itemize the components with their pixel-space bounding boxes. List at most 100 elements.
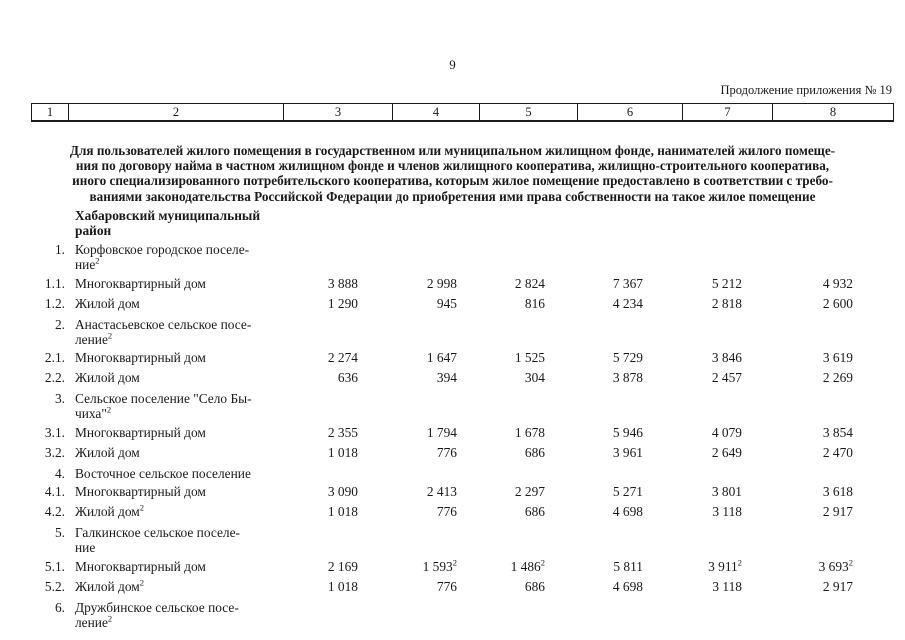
row-number: 5.: [54, 525, 65, 540]
value-cell: 2 457: [711, 370, 742, 385]
value-cell: [682, 239, 772, 274]
value-cell: [283, 596, 392, 631]
value-cell: [392, 462, 479, 482]
value-cell: 3 618: [822, 484, 853, 499]
value-cell: 816: [524, 295, 545, 311]
header-cell-4: 4: [392, 103, 480, 122]
value-cell: [682, 462, 772, 482]
row-name: Жилой дом: [75, 370, 140, 385]
value-cell: 2 297: [514, 484, 545, 499]
header-cell-1: 1: [31, 103, 69, 122]
value-cell: 776: [436, 578, 457, 594]
value-cell: [577, 388, 682, 423]
value-cell: 5 946: [612, 424, 643, 440]
row-name: Жилой дом: [75, 295, 140, 311]
value-cell: 394: [436, 370, 457, 385]
row-name: Дружбинское сельское посе-ление2: [75, 599, 239, 630]
value-cell: 1 525: [514, 350, 545, 365]
value-cell: [577, 313, 682, 348]
value-cell: 3 801: [711, 484, 742, 499]
value-cell: [682, 313, 772, 348]
value-cell: 2 413: [426, 484, 457, 499]
value-cell: 3 090: [327, 484, 358, 499]
row-name: Корфовское городское поселе-ние2: [75, 242, 250, 272]
value-cell: 1 290: [327, 295, 358, 311]
value-cell: 2 824: [514, 275, 545, 291]
value-cell: [772, 313, 893, 348]
value-cell: 2 169: [327, 558, 358, 574]
table-row: 3.2. Жилой дом 1 018 776 686 3 961 2 649 2 470: [31, 442, 893, 462]
table-row: 4.2. Жилой дом2 1 018 776 686 4 698 3 118 2 917: [31, 502, 893, 522]
value-cell: 4 698: [612, 504, 643, 519]
header-row: 1 2 3 4 5 6 7 8: [31, 103, 894, 122]
row-name: Жилой дом2: [75, 577, 145, 594]
value-cell: [682, 204, 772, 239]
value-cell: 3 118: [712, 504, 742, 519]
row-name: Жилой дом2: [75, 502, 145, 519]
value-cell: 776: [436, 444, 457, 460]
value-cell: 1 4862: [510, 557, 545, 574]
value-cell: [479, 522, 577, 557]
header-cell-8: 8: [772, 103, 894, 122]
row-number: 5.2.: [44, 578, 65, 594]
row-number: 2.2.: [44, 370, 65, 385]
value-cell: [392, 522, 479, 557]
intro-line: ния по договору найма в частном жилищном…: [75, 158, 830, 174]
row-number: 4.1.: [44, 484, 65, 499]
value-cell: 2 998: [426, 275, 457, 291]
row-name: Восточное сельское поселение: [75, 465, 251, 481]
table-row: 5.2. Жилой дом2 1 018 776 686 4 698 3 118 2 917: [31, 576, 893, 596]
section-row: Хабаровский муниципальный район: [31, 204, 893, 239]
value-cell: 3 6932: [818, 557, 853, 574]
rates-table: Хабаровский муниципальный район 1. Корфовск…: [31, 204, 893, 631]
value-cell: 945: [436, 295, 457, 311]
table-row: 3.1. Многоквартирный дом 2 355 1 794 1 678 5 …: [31, 422, 893, 442]
value-cell: 2 649: [711, 444, 742, 460]
table-row: 1.2. Жилой дом 1 290 945 816 4 234 2 818 2 600: [31, 293, 893, 313]
row-name: Многоквартирный дом: [75, 558, 206, 574]
header-cell-7: 7: [682, 103, 773, 122]
continuation-label: Продолжение приложения № 19: [720, 83, 892, 97]
intro-line: Для пользователей жилого помещения в гос…: [69, 143, 836, 158]
column-number-header: 1 2 3 4 5 6 7 8: [31, 103, 894, 122]
value-cell: [283, 313, 392, 348]
row-name: Многоквартирный дом: [75, 275, 206, 291]
value-cell: [479, 313, 577, 348]
value-cell: 3 961: [612, 444, 643, 460]
value-cell: [479, 204, 577, 239]
value-cell: 3 888: [327, 275, 358, 291]
intro-paragraph: Для пользователей жилого помещения в гос…: [31, 143, 874, 204]
row-number: 5.1.: [44, 558, 65, 574]
value-cell: [772, 522, 893, 557]
row-name: Сельское поселение "Село Бы-чиха"2: [75, 391, 252, 421]
value-cell: 2 917: [822, 504, 853, 519]
row-name: Многоквартирный дом: [75, 424, 206, 440]
row-number: 2.1.: [44, 350, 65, 365]
value-cell: 1 647: [426, 350, 457, 365]
value-cell: 2 917: [822, 578, 853, 594]
table-row: 1.1. Многоквартирный дом 3 888 2 998 2 824 7 …: [31, 273, 893, 293]
value-cell: 2 355: [327, 424, 358, 440]
header-cell-6: 6: [577, 103, 683, 122]
value-cell: [577, 462, 682, 482]
intro-line: иного специализированного потребительско…: [72, 173, 833, 189]
value-cell: 4 698: [612, 578, 643, 594]
value-cell: 3 854: [822, 424, 853, 440]
value-cell: [682, 596, 772, 631]
value-cell: [392, 239, 479, 274]
value-cell: 776: [436, 504, 457, 519]
value-cell: 4 932: [822, 275, 853, 291]
value-cell: [772, 239, 893, 274]
value-cell: 5 271: [612, 484, 643, 499]
rates-table-body: Хабаровский муниципальный район 1. Корфовск…: [31, 204, 893, 631]
row-number: 1.2.: [44, 295, 65, 311]
value-cell: [283, 239, 392, 274]
value-cell: [283, 522, 392, 557]
value-cell: 686: [524, 578, 545, 594]
section-row: 3. Сельское поселение "Село Бы-чиха"2: [31, 388, 893, 423]
section-row: 1. Корфовское городское поселе-ние2: [31, 239, 893, 274]
value-cell: 2 818: [711, 295, 742, 311]
table-row: 5.1. Многоквартирный дом 2 169 1 5932 1 4862…: [31, 556, 893, 576]
value-cell: [577, 204, 682, 239]
